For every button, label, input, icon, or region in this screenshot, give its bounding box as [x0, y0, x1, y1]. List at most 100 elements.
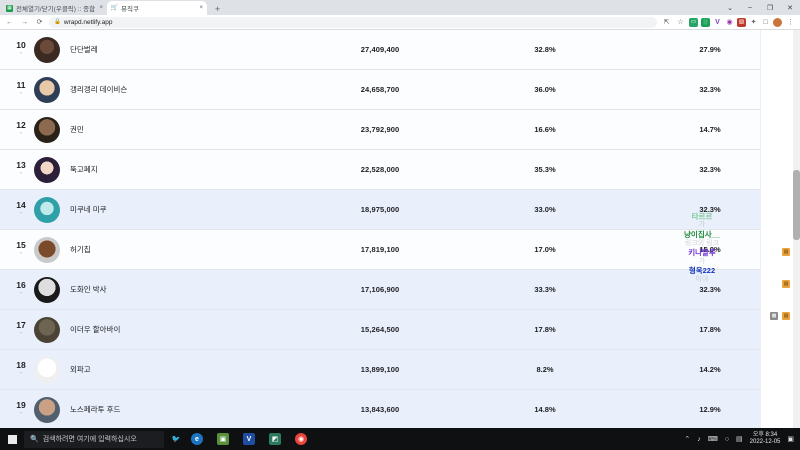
percent-secondary: 32.3% [699, 205, 721, 214]
rank-cell: 12- [8, 120, 34, 138]
table-row[interactable]: 10- 단단벌레 27,409,400 32.8% 27.9% [0, 30, 800, 70]
note-extension-icon[interactable]: ░ [701, 17, 710, 27]
rank-change: - [19, 90, 23, 98]
score-value: 24,658,700 [360, 85, 400, 94]
clock-date: 2022-12-05 [749, 439, 781, 445]
keyboard-icon[interactable]: ⌨ [707, 436, 718, 443]
start-button[interactable] [0, 428, 24, 450]
whale-extension-icon[interactable]: ▭ [689, 17, 698, 27]
table-row[interactable]: 12- 권민 23,792,900 16.6% 14.7% [0, 110, 800, 150]
taskbar-app-vmware[interactable]: V [236, 428, 262, 450]
search-input[interactable]: 🔍 검색하려면 여기에 입력하십시오 [24, 430, 164, 448]
avatar [34, 116, 60, 143]
percent-secondary: 14.7% [699, 125, 721, 134]
action-center-icon[interactable]: ▣ [787, 436, 794, 443]
address-bar[interactable]: 🔒 wrapd.netlify.app [49, 16, 657, 28]
percent-primary: 17.8% [534, 325, 556, 334]
percent-primary: 14.8% [534, 405, 556, 414]
back-icon[interactable]: ← [6, 18, 13, 26]
close-button[interactable]: ✕ [787, 4, 793, 12]
rank-number: 18 [16, 359, 26, 370]
square-extension-icon[interactable]: □ [763, 18, 768, 26]
rank-number: 16 [16, 279, 26, 290]
rank-change: - [19, 250, 23, 258]
minimize-button[interactable]: – [748, 4, 752, 11]
maximize-button[interactable]: ❐ [766, 4, 774, 12]
percent-secondary: 17.8% [699, 325, 721, 334]
star-icon[interactable]: ☆ [677, 19, 684, 26]
table-row[interactable]: 17- 이더우 할아바이 15,264,500 17.8% 17.8% [0, 310, 800, 350]
percent-primary: 33.3% [534, 285, 556, 294]
rank-change: - [19, 410, 23, 418]
tab-search-icon[interactable]: ⌄ [727, 4, 733, 12]
v-extension-icon[interactable]: V [715, 18, 720, 26]
character-name: 뚝고폐지 [70, 165, 98, 174]
rank-cell: 13- [8, 159, 34, 178]
taskbar-app-minecraft[interactable]: ▣ [210, 428, 236, 450]
system-tray: ⌃ ♪ ⌨ ○ ▤ 오후 8:34 2022-12-05 ▣ [684, 432, 800, 446]
network-icon[interactable]: ○ [724, 435, 730, 443]
search-icon: 🔍 [30, 436, 39, 443]
battery-icon[interactable]: ▤ [736, 436, 743, 443]
taskbar-app-chrome[interactable]: ◉ [288, 428, 314, 450]
puzzle-extension-icon[interactable]: ✦ [750, 19, 757, 26]
rank-change: - [19, 130, 23, 138]
taskbar-app-edge[interactable]: e [184, 428, 210, 450]
new-tab-button[interactable]: + [215, 4, 221, 14]
score-value: 15,264,500 [360, 325, 400, 334]
score-value: 18,975,000 [360, 205, 400, 214]
audio-icon[interactable]: ♪ [697, 435, 701, 443]
table-row[interactable]: 18- 외파고 13,899,100 8.2% 14.2% [0, 350, 800, 390]
kebab-menu-icon[interactable]: ⋮ [787, 19, 794, 26]
table-row[interactable]: 15- 허기칩 17,819,100 17.0% 15.0% [0, 230, 800, 270]
character-name: 권민 [70, 125, 84, 134]
package-icon: ▨ [782, 248, 790, 256]
toolbar-actions: ⇱ ☆ ▭ ░ V ◉ ▧ ✦ □ ⋮ [661, 17, 796, 28]
rank-cell: 18- [8, 359, 34, 378]
scrollbar-thumb[interactable] [793, 170, 800, 240]
share-icon[interactable]: ⇱ [663, 19, 670, 26]
right-gutter: ▨ ▨ ▨ ▩ [760, 30, 800, 430]
page-content: 10- 단단벌레 27,409,400 32.8% 27.9% 11- 갱리갱리 데이비슨 2… [0, 30, 800, 430]
url-text: wrapd.netlify.app [63, 18, 113, 26]
avatar [34, 76, 60, 103]
reload-icon[interactable]: ⟳ [36, 19, 43, 26]
cart-icon: 🛒 [110, 5, 119, 11]
taskbar-app-whale[interactable]: ◩ [262, 428, 288, 450]
table-row[interactable]: 13- 뚝고폐지 22,528,000 35.3% 32.3% [0, 150, 800, 190]
avatar [34, 356, 60, 383]
avatar[interactable] [773, 17, 782, 27]
rank-number: 10 [16, 39, 26, 50]
percent-secondary: 15.0% [699, 245, 721, 254]
forward-icon[interactable]: → [21, 18, 28, 26]
chevron-up-icon[interactable]: ⌃ [684, 436, 691, 443]
circle-extension-icon[interactable]: ◉ [726, 19, 733, 26]
rank-change: - [19, 330, 23, 338]
browser-tab-1[interactable]: ▦ 전체열기/닫기(우클릭) :: 종합 거시경제 × [2, 1, 107, 15]
tab-close-icon[interactable]: × [99, 5, 103, 11]
rank-number: 13 [16, 159, 26, 170]
page-scrollbar[interactable] [793, 30, 800, 430]
browser-tab-2[interactable]: 🛒 뮤직쿠 × [107, 1, 207, 15]
table-row[interactable]: 11- 갱리갱리 데이비슨 24,658,700 36.0% 32.3% [0, 70, 800, 110]
table-row[interactable]: 19- 노스페라투 후드 13,843,600 14.8% 12.9% [0, 390, 800, 430]
clock[interactable]: 오후 8:34 2022-12-05 [750, 432, 781, 446]
rank-cell: 11- [8, 80, 34, 98]
table-row[interactable]: 14- 미쿠네 미쿠 18,975,000 33.0% 32.3% [0, 190, 800, 230]
score-value: 17,819,100 [360, 245, 400, 254]
book-extension-icon[interactable]: ▧ [737, 17, 746, 27]
percent-secondary: 12.9% [699, 405, 721, 414]
bird-icon[interactable]: 🐦 [171, 436, 181, 443]
percent-secondary: 27.9% [699, 45, 721, 54]
tab-close-icon[interactable]: × [199, 5, 203, 11]
rank-change: - [19, 370, 23, 378]
avatar [34, 236, 60, 263]
rank-cell: 16- [8, 279, 34, 298]
rank-cell: 10- [8, 39, 34, 58]
rank-cell: 19- [8, 400, 34, 418]
table-row[interactable]: 16- 도화인 박사 17,106,900 33.3% 32.3% [0, 270, 800, 310]
character-name: 허기칩 [70, 245, 91, 254]
rank-change: - [19, 210, 23, 218]
rank-change: - [19, 170, 23, 178]
package-icon: ▨ [782, 312, 790, 320]
